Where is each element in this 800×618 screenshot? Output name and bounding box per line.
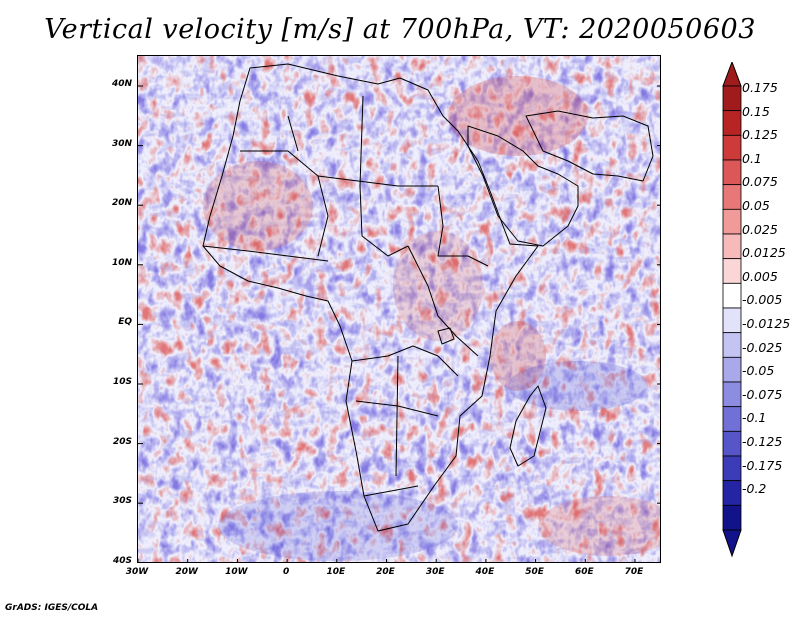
grads-credit: GrADS: IGES/COLA [5,603,99,613]
lat-label-20n: 20N [111,198,132,209]
colorbar-bottom-arrow [722,529,742,558]
colorbar-swatch [722,159,742,186]
colorbar-label: 0.005 [742,268,778,284]
colorbar-swatch [722,110,742,136]
colorbar-label: 0.15 [742,103,770,119]
colorbar-swatch [722,332,742,358]
lat-gridticks [138,85,660,562]
country-borders [202,63,654,532]
africa-coastline [202,63,539,532]
colorbar-label: -0.025 [742,339,783,355]
lon-label-30e: 30E [425,567,445,577]
colorbar-swatch [722,85,742,112]
lon-label-20e: 20E [376,567,395,577]
colorbar-label: 0.05 [742,198,770,213]
lat-label-10s: 10S [112,377,132,387]
colorbar-swatch [722,504,742,531]
colorbar-label: -0.2 [742,481,767,497]
colorbar-label: -0.075 [742,386,783,402]
colorbar-label: 0.025 [742,221,778,237]
colorbar-label: -0.1 [742,410,767,426]
colorbar-swatch [722,480,742,506]
colorbar-swatch [722,381,742,408]
lat-label-40n: 40N [111,79,132,89]
colorbar [722,62,742,558]
colorbar-label: -0.175 [742,457,783,473]
colorbar-swatch [722,208,742,235]
velocity-field [138,56,660,562]
iran-border [525,110,654,182]
internal-border-3 [359,95,409,257]
lon-label-40e: 40E [475,567,495,577]
colorbar-label: -0.005 [742,292,783,308]
lon-label-10e: 10E [326,567,346,577]
colorbar-label: -0.0125 [742,316,791,331]
lon-label-10w: 10W [225,567,248,577]
lat-label-30s: 30S [112,496,132,507]
lake-victoria [437,327,455,345]
lon-label-60e: 60E [574,567,594,577]
colorbar-swatch [722,134,742,161]
colorbar-label: 0.125 [742,127,778,143]
internal-border-7 [407,245,479,357]
lat-label-20s: 20S [112,436,132,447]
colorbar-label: 0.0125 [742,245,786,261]
colorbar-label: -0.05 [742,363,775,379]
chart-title: Vertical velocity [m/s] at 700hPa, VT: 2… [44,14,756,45]
colorbar-label: 0.1 [742,150,762,166]
lon-label-0: 0 [282,567,290,577]
colorbar-swatch [722,430,742,457]
internal-border-4 [202,245,329,262]
lon-label-30w: 30W [125,567,149,577]
colorbar-swatch [722,184,742,210]
lat-label-40s: 40S [112,555,132,566]
map-panel [137,55,661,563]
colorbar-swatch [722,356,742,383]
colorbar-swatch [722,233,742,260]
lon-label-50e: 50E [525,567,544,577]
lon-label-20w: 20W [175,567,198,577]
colorbar-swatch [722,258,742,284]
colorbar-top-arrow [722,62,742,87]
colorbar-label: 0.175 [742,80,778,95]
colorbar-swatch [722,282,742,309]
arabia-coastline [467,125,579,247]
colorbar-label: 0.075 [742,174,778,190]
colorbar-swatch [722,455,742,482]
lat-label-30n: 30N [111,138,132,149]
colorbar-swatch [722,406,742,432]
internal-border-6 [355,355,439,497]
madagascar [509,385,547,467]
internal-border-2 [287,115,438,187]
colorbar-swatch [722,307,742,334]
lat-label-10n: 10N [111,257,132,268]
lon-label-70e: 70E [624,567,644,577]
internal-border-8 [437,185,489,267]
colorbar-label: -0.125 [742,434,783,449]
internal-border-5 [351,345,459,377]
lat-label-eq: EQ [118,317,132,328]
